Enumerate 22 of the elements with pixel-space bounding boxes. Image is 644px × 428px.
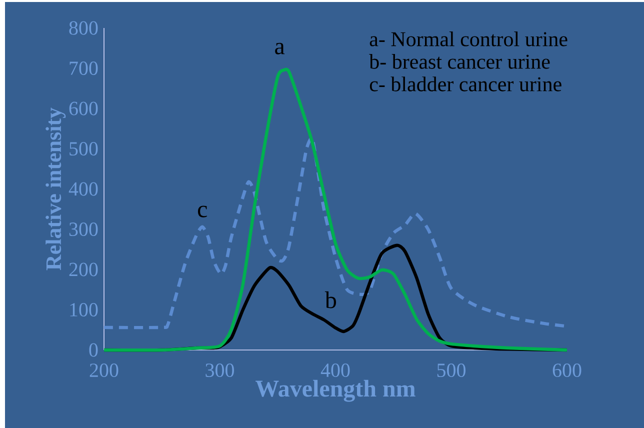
y-tick-label: 600 (69, 102, 98, 116)
annotation: c- bladder cancer urine (370, 76, 562, 92)
y-tick-label: 200 (69, 262, 98, 276)
y-tick-label: 800 (69, 21, 98, 35)
x-tick-label: 400 (320, 364, 350, 378)
x-tick-label: 600 (552, 364, 582, 378)
y-tick-label: 700 (70, 62, 98, 76)
series-label: c (198, 206, 207, 218)
annotation: b- breast cancer urine (369, 54, 550, 69)
x-tick-label: 500 (437, 364, 466, 378)
series-label: a (275, 42, 285, 54)
x-axis-title: Wavelength nm (256, 380, 416, 402)
y-tick-label: 400 (68, 182, 98, 196)
y-axis-title: Relative intensity (46, 108, 66, 270)
series-label: b (324, 291, 336, 308)
y-tick-label: 300 (69, 222, 98, 236)
y-tick-label: 100 (70, 303, 98, 317)
y-tick-label: 0 (89, 343, 98, 357)
y-tick-label: 500 (70, 142, 98, 156)
annotation: a- Normal control urine (370, 32, 568, 46)
x-tick-label: 300 (206, 364, 234, 378)
x-tick-label: 200 (90, 364, 118, 378)
